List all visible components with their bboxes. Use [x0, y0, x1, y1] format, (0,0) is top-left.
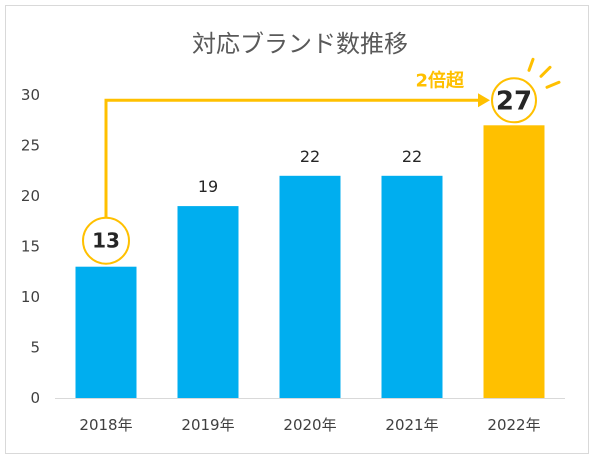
x-axis: 2018年 2019年 2020年 2021年 2022年	[79, 416, 540, 434]
chart-title: 対応ブランド数推移	[192, 30, 408, 58]
data-label: 19	[198, 177, 218, 196]
burst-ray	[527, 57, 535, 72]
data-label: 22	[300, 147, 320, 166]
x-tick-label: 2019年	[181, 416, 234, 434]
y-tick-label: 30	[21, 86, 40, 104]
y-tick-label: 0	[30, 389, 40, 407]
x-tick-label: 2020年	[283, 416, 336, 434]
data-label: 13	[92, 229, 120, 253]
data-label-circle	[491, 77, 537, 124]
data-label: 22	[402, 147, 422, 166]
x-tick-label: 2022年	[487, 416, 540, 434]
y-tick-label: 10	[21, 288, 40, 306]
arrow-line	[104, 98, 480, 218]
x-tick-label: 2018年	[79, 416, 132, 434]
x-tick-label: 2021年	[385, 416, 438, 434]
bar-2019年	[177, 206, 239, 398]
bar-2018年	[75, 266, 137, 398]
bars	[75, 125, 545, 399]
bar-2022年	[483, 125, 545, 399]
y-tick-label: 25	[21, 137, 40, 155]
y-axis: 0 5 10 15 20 25 30	[21, 86, 565, 407]
data-label: 27	[496, 86, 532, 116]
y-tick-label: 15	[21, 238, 40, 256]
growth-annotation: 2倍超	[104, 69, 490, 218]
data-labels: 13 19 22 22 27	[82, 57, 561, 265]
bar-2021年	[381, 175, 443, 398]
annotation-label: 2倍超	[415, 69, 465, 91]
burst-ray	[545, 80, 561, 89]
burst-ray	[539, 65, 552, 78]
y-tick-label: 20	[21, 187, 40, 205]
bar-2020年	[279, 175, 341, 398]
arrow-head	[478, 93, 490, 108]
y-tick-label: 5	[30, 339, 40, 357]
